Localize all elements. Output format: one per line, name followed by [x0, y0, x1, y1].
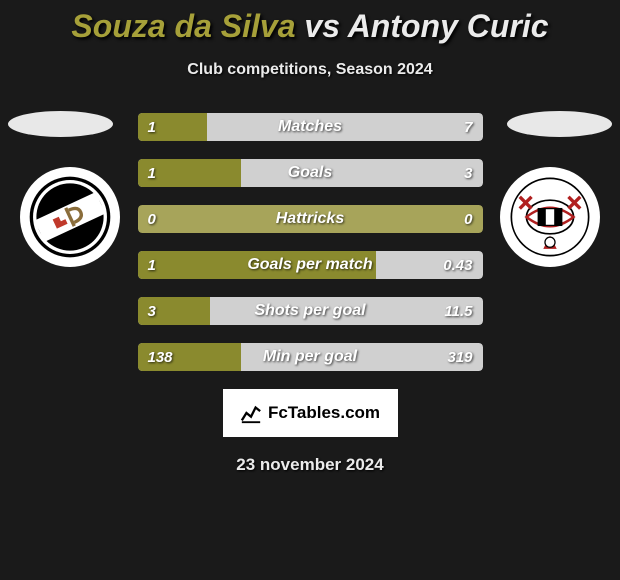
stat-label: Goals: [138, 159, 483, 187]
vs-text: vs: [304, 8, 340, 44]
player2-disc: [507, 111, 612, 137]
content-area: 17Matches 13Goals 00Hattricks 10.43Goals pe…: [0, 111, 620, 475]
player1-name: Souza da Silva: [71, 8, 295, 44]
vasco-badge-icon: [28, 175, 112, 259]
stat-bar: 10.43Goals per match: [138, 251, 483, 279]
player2-club-badge: [500, 167, 600, 267]
source-logo-text: FcTables.com: [268, 403, 380, 423]
chart-icon: [240, 402, 262, 424]
stat-bar: 13Goals: [138, 159, 483, 187]
date-text: 23 november 2024: [0, 455, 620, 475]
stat-bar: 311.5Shots per goal: [138, 297, 483, 325]
stat-label: Goals per match: [138, 251, 483, 279]
player2-name: Antony Curic: [348, 8, 549, 44]
comparison-title: Souza da Silva vs Antony Curic: [0, 0, 620, 45]
stat-bar: 17Matches: [138, 113, 483, 141]
stat-label: Hattricks: [138, 205, 483, 233]
stat-label: Min per goal: [138, 343, 483, 371]
stat-bar: 138319Min per goal: [138, 343, 483, 371]
corinthians-badge-icon: [508, 175, 592, 259]
player1-club-badge: [20, 167, 120, 267]
stat-bars: 17Matches 13Goals 00Hattricks 10.43Goals pe…: [138, 111, 483, 371]
player1-disc: [8, 111, 113, 137]
stat-bar: 00Hattricks: [138, 205, 483, 233]
stat-label: Matches: [138, 113, 483, 141]
subtitle: Club competitions, Season 2024: [0, 61, 620, 79]
source-logo: FcTables.com: [223, 389, 398, 437]
stat-label: Shots per goal: [138, 297, 483, 325]
